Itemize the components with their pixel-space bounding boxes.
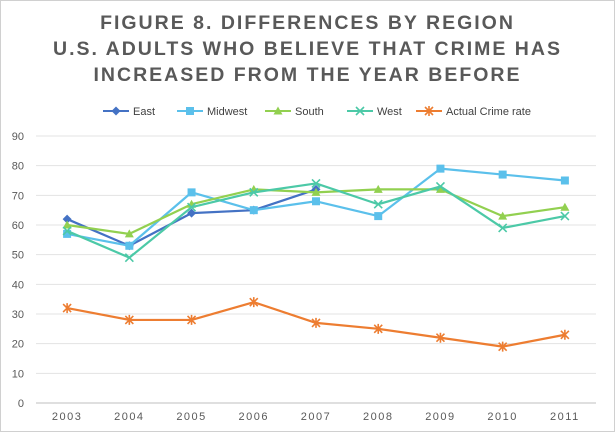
data-point xyxy=(311,178,321,189)
data-point xyxy=(124,229,134,238)
y-tick-label: 90 xyxy=(12,131,24,143)
y-tick-label: 80 xyxy=(12,161,24,173)
series-line xyxy=(66,167,565,247)
y-axis: 0 10 20 30 40 50 60 70 80 90 xyxy=(12,131,24,410)
data-point xyxy=(435,184,445,193)
data-point xyxy=(249,187,259,197)
data-point xyxy=(63,229,72,238)
data-point xyxy=(560,211,570,221)
x-tick-label: 2010 xyxy=(487,411,517,423)
data-point xyxy=(373,323,383,334)
data-point xyxy=(498,211,508,220)
legend-label: Midwest xyxy=(207,106,247,118)
data-point xyxy=(498,223,508,233)
y-tick-label: 70 xyxy=(12,190,24,202)
legend-item: West xyxy=(347,106,402,118)
chart-title: FIGURE 8. DIFFERENCES BY REGION U.S. ADU… xyxy=(0,10,615,88)
x-tick-label: 2008 xyxy=(363,411,393,423)
legend-label: East xyxy=(133,106,155,118)
y-tick-label: 40 xyxy=(12,279,24,291)
legend-marker xyxy=(273,106,283,115)
legend-label: South xyxy=(295,106,324,118)
y-tick-label: 20 xyxy=(12,339,24,351)
data-point xyxy=(311,317,321,328)
gridlines xyxy=(36,135,596,404)
x-tick-label: 2004 xyxy=(114,411,144,423)
data-point xyxy=(62,220,72,229)
data-point xyxy=(124,253,134,263)
legend-item: South xyxy=(265,106,324,118)
data-point xyxy=(125,241,134,250)
x-tick-label: 2009 xyxy=(425,411,455,423)
x-tick-label: 2003 xyxy=(52,411,82,423)
data-point xyxy=(312,197,320,206)
legend-item: Midwest xyxy=(177,106,247,118)
data-point xyxy=(187,208,197,218)
data-point xyxy=(124,314,134,325)
data-point xyxy=(498,341,508,352)
x-tick-label: 2007 xyxy=(301,411,331,423)
series-line xyxy=(66,188,566,235)
legend-marker xyxy=(186,107,194,115)
data-point xyxy=(373,199,383,209)
y-tick-label: 50 xyxy=(12,250,24,262)
data-point xyxy=(186,314,197,325)
data-point xyxy=(62,226,72,236)
series-group xyxy=(62,164,570,352)
legend-item: Actual Crime rate xyxy=(416,106,531,118)
legend-item: East xyxy=(103,106,155,118)
data-point xyxy=(249,297,259,308)
y-tick-label: 0 xyxy=(18,398,24,410)
title-line-2: U.S. ADULTS WHO BELIEVE THAT CRIME HAS xyxy=(53,38,562,60)
data-point xyxy=(311,187,321,196)
legend: East Midwest South West Actual Crime rate xyxy=(103,106,531,118)
series-south xyxy=(62,184,570,238)
data-point xyxy=(436,164,445,173)
data-point xyxy=(62,303,72,314)
y-tick-label: 60 xyxy=(12,220,24,232)
data-point xyxy=(435,332,446,343)
x-tick-label: 2006 xyxy=(239,411,269,423)
data-point xyxy=(374,212,383,221)
series-actual-crime-rate xyxy=(62,297,570,352)
data-point xyxy=(560,329,570,340)
data-point xyxy=(187,188,196,197)
legend-label: Actual Crime rate xyxy=(446,106,531,118)
x-axis: 2003 2004 2005 2006 2007 2008 2009 2010 2011 xyxy=(52,411,580,423)
data-point xyxy=(249,206,258,215)
title-line-1: FIGURE 8. DIFFERENCES BY REGION xyxy=(100,12,515,34)
title-line-3: INCREASED FROM THE YEAR BEFORE xyxy=(93,64,522,86)
data-point xyxy=(498,170,507,179)
y-tick-label: 10 xyxy=(12,368,24,380)
series-midwest xyxy=(63,164,569,250)
x-tick-label: 2011 xyxy=(550,411,580,423)
legend-marker xyxy=(355,106,365,116)
y-tick-label: 30 xyxy=(12,309,24,321)
data-point xyxy=(62,214,72,224)
data-point xyxy=(560,202,570,211)
legend-label: West xyxy=(377,106,402,118)
legend-marker xyxy=(111,106,121,116)
x-tick-label: 2005 xyxy=(176,411,206,423)
series-west xyxy=(62,178,570,263)
data-point xyxy=(560,176,569,185)
legend-marker xyxy=(424,106,434,116)
data-point xyxy=(373,184,383,193)
data-point xyxy=(435,181,446,191)
data-point xyxy=(186,202,197,212)
